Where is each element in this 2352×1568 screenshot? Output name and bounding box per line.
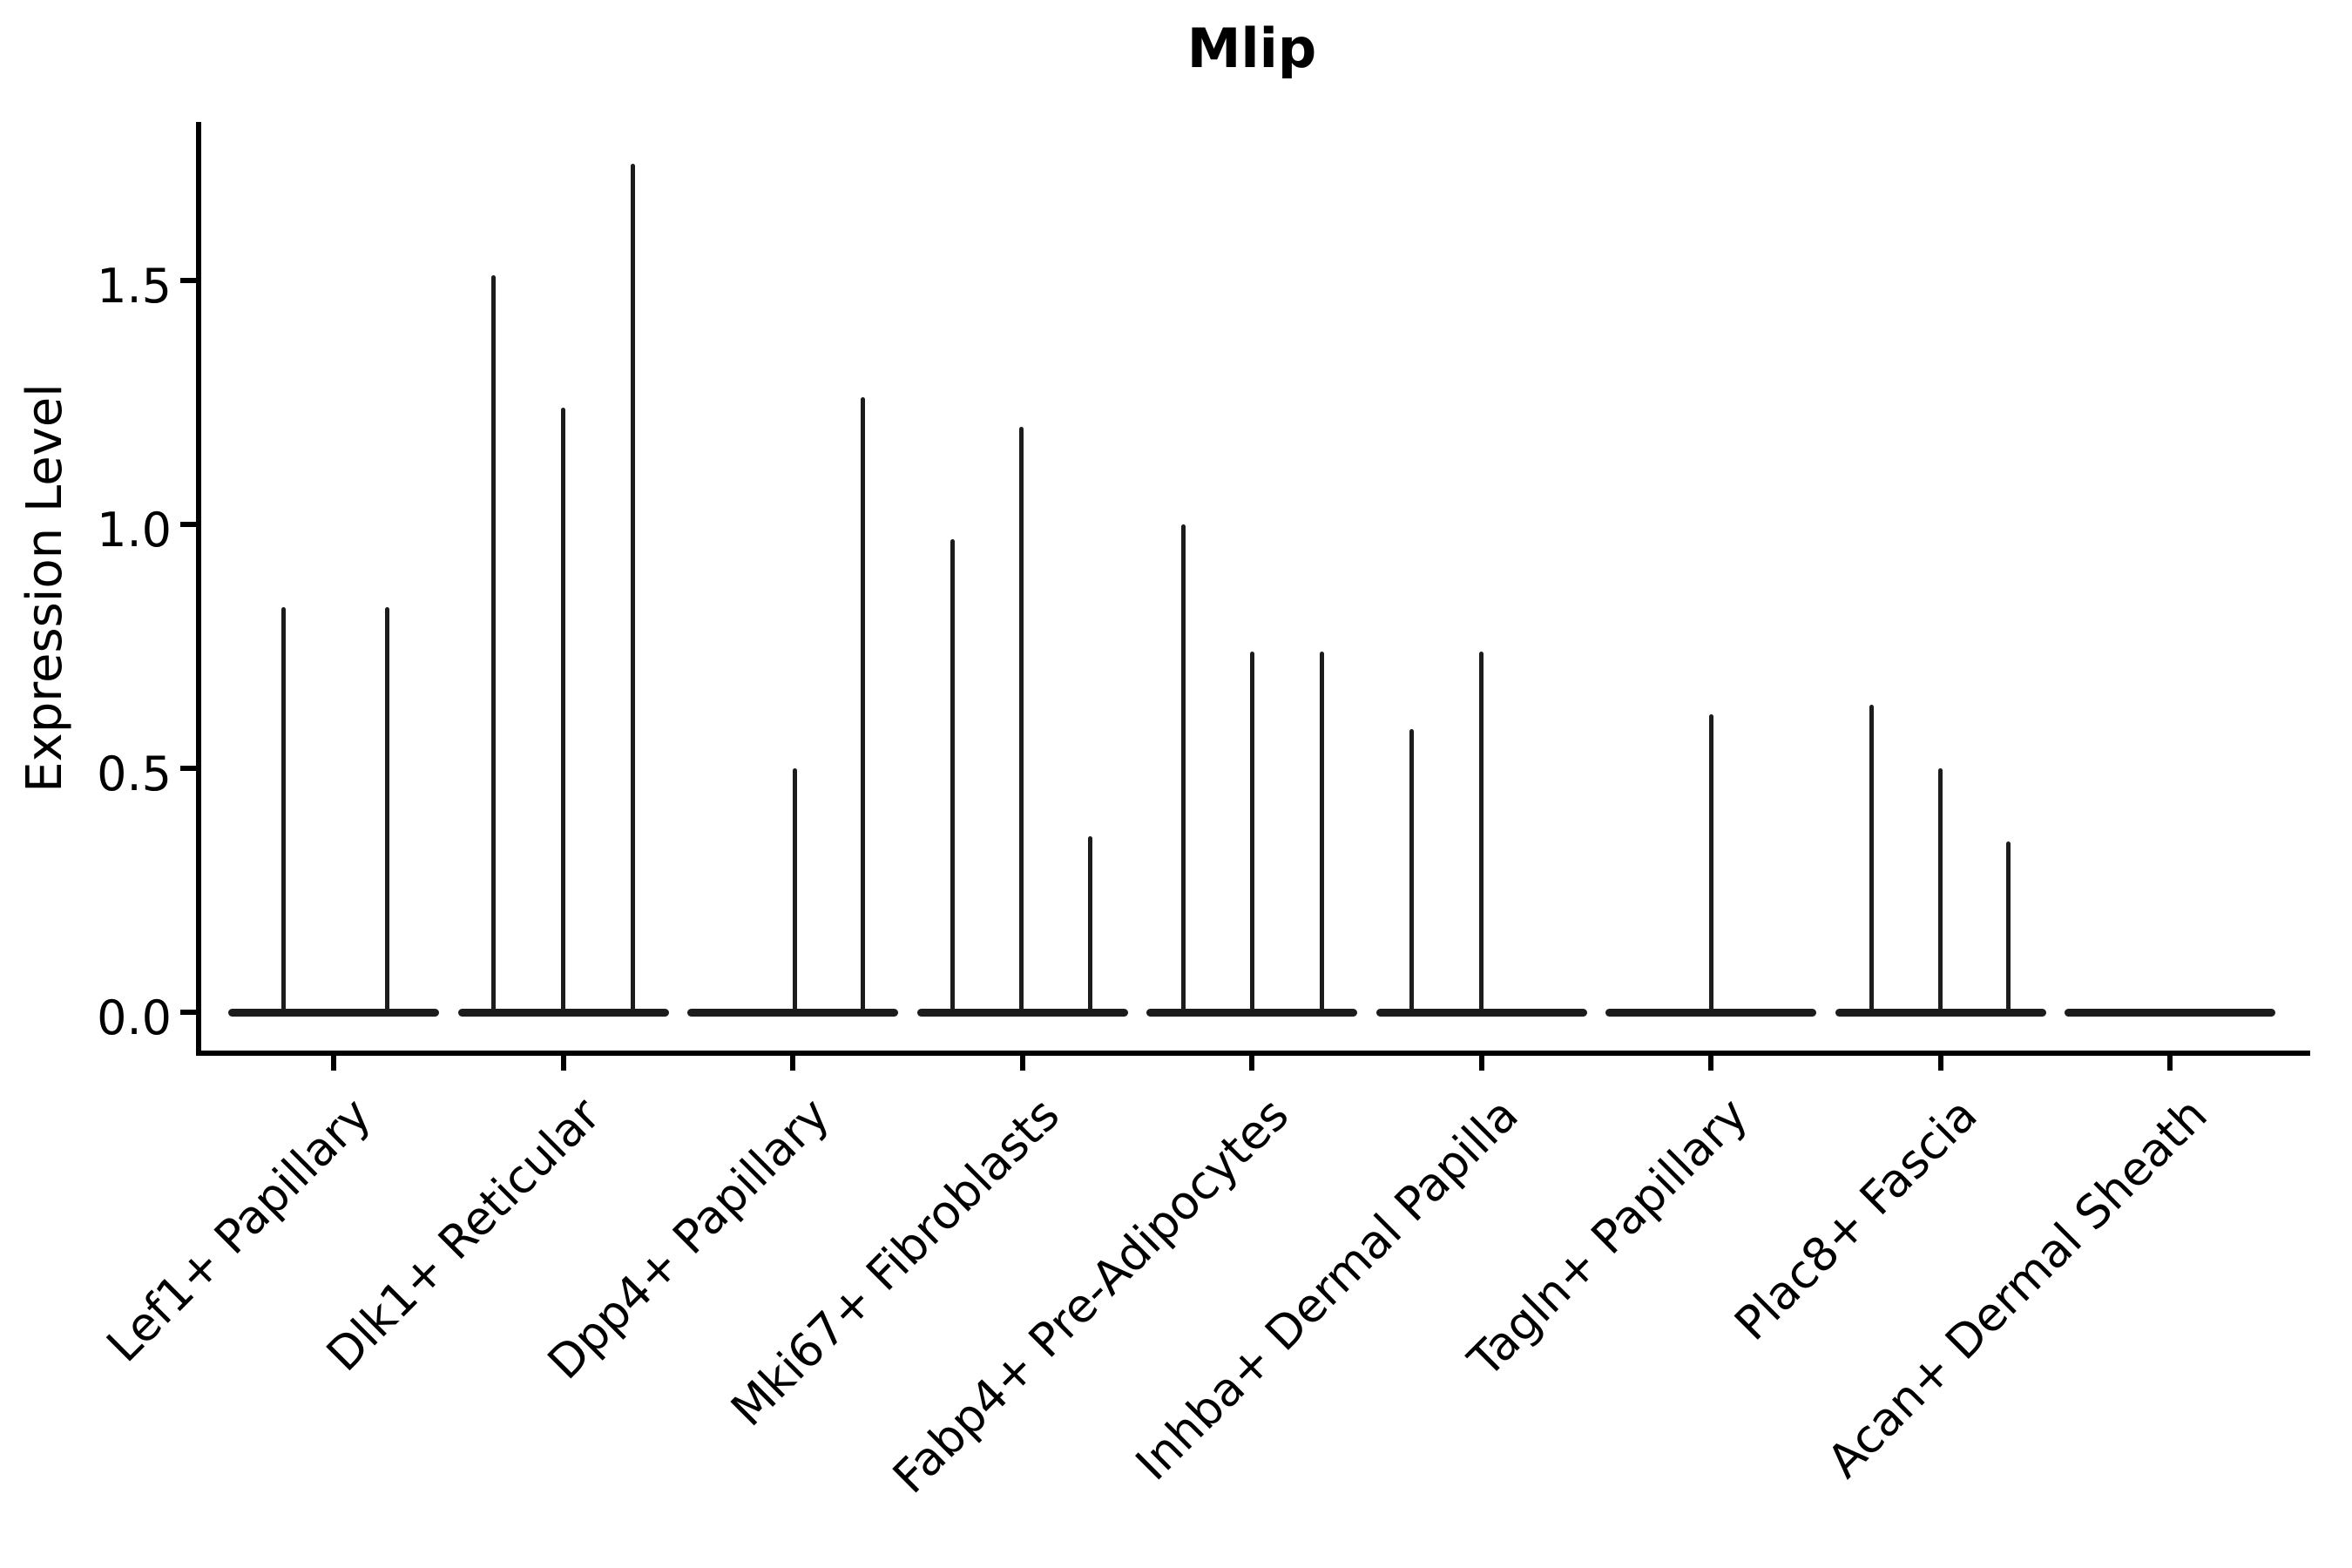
- violin-baseline-0: [228, 1008, 439, 1017]
- x-tick-mark-7: [1937, 1056, 1943, 1071]
- y-tick-mark-1.0: [180, 522, 196, 527]
- violin-spike-4-0: [1180, 524, 1186, 1017]
- violin-spike-4-1: [1249, 651, 1254, 1017]
- x-tick-mark-8: [2167, 1056, 2173, 1071]
- x-tick-mark-4: [1249, 1056, 1254, 1071]
- y-tick-label-1.5: 1.5: [97, 259, 172, 314]
- violin-spike-0-1: [384, 607, 389, 1017]
- violin-baseline-8: [2065, 1008, 2275, 1017]
- violin-spike-7-1: [1938, 768, 1943, 1017]
- y-tick-mark-0.5: [180, 766, 196, 771]
- violin-spike-3-0: [950, 538, 955, 1017]
- x-tick-mark-6: [1708, 1056, 1713, 1071]
- y-axis-label: Expression Level: [17, 383, 73, 793]
- x-tick-mark-2: [790, 1056, 795, 1071]
- violin-spike-3-2: [1088, 836, 1092, 1017]
- violin-spike-6-0: [1708, 714, 1713, 1017]
- violin-spike-5-0: [1409, 729, 1414, 1017]
- y-tick-label-0.5: 0.5: [97, 747, 172, 801]
- x-tick-label-5: Inhba+ Dermal Papilla: [1125, 1088, 1529, 1491]
- x-tick-label-4: Fabp4+ Pre-Adipocytes: [883, 1088, 1300, 1504]
- violin-spike-1-1: [561, 407, 565, 1017]
- violin-spike-0-0: [280, 607, 286, 1017]
- x-tick-mark-0: [331, 1056, 336, 1071]
- chart-title: Mlip: [1186, 17, 1317, 80]
- violin-spike-3-1: [1019, 427, 1024, 1017]
- y-tick-label-0.0: 0.0: [97, 990, 172, 1045]
- violin-spike-2-0: [792, 768, 797, 1017]
- x-tick-mark-1: [560, 1056, 566, 1071]
- violin-spike-4-2: [1319, 651, 1324, 1017]
- violin-spike-5-1: [1479, 651, 1484, 1017]
- y-tick-mark-1.5: [180, 278, 196, 283]
- violin-spike-7-2: [2006, 841, 2011, 1017]
- violin-spike-1-0: [491, 275, 496, 1017]
- y-axis-spine: [196, 122, 201, 1056]
- x-tick-label-7: Plac8+ Fascia: [1725, 1088, 1988, 1351]
- x-tick-label-8: Acan+ Dermal Sheath: [1817, 1088, 2218, 1489]
- x-axis-spine: [196, 1051, 2310, 1056]
- violin-spike-7-0: [1869, 705, 1874, 1017]
- y-tick-mark-0.0: [180, 1010, 196, 1015]
- x-tick-mark-5: [1478, 1056, 1484, 1071]
- violin-spike-2-1: [860, 397, 865, 1017]
- y-tick-label-1.0: 1.0: [97, 503, 172, 558]
- violin-spike-1-2: [631, 163, 635, 1017]
- x-tick-mark-3: [1019, 1056, 1025, 1071]
